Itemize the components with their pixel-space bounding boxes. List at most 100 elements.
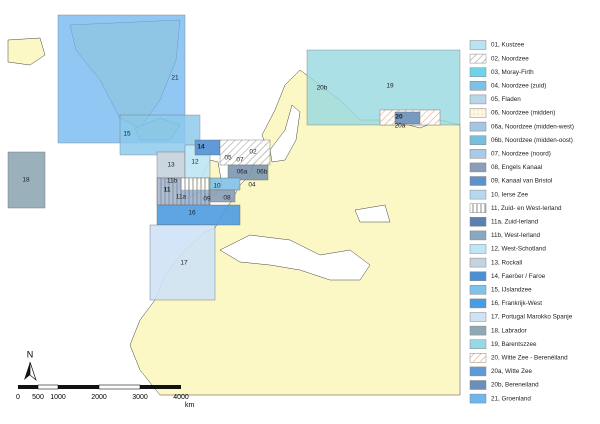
legend-swatch [469,312,487,322]
legend-label: 06, Noordzee (midden) [491,110,555,117]
zone-label: 07 [236,157,244,164]
zone-label: 20 [395,114,403,121]
legend-swatch [469,135,487,145]
zone-label: 04 [248,182,256,189]
zone-08 [209,189,236,203]
legend-swatch [469,217,487,227]
scale-label: 500 [32,394,44,401]
legend-swatch [469,176,487,186]
legend-swatch [469,285,487,295]
legend-label: 20b, Bereneiland [491,382,539,389]
legend-label: 03, Moray-Firth [491,69,534,76]
zones [7,14,461,301]
zone-label: 20b [317,85,328,92]
scale-segment [18,385,38,389]
legend-label: 20a, Witte Zee [491,368,532,375]
legend-label: 19, Barentszzee [491,341,537,348]
zone-11b [156,177,182,206]
zone-label: 18 [22,177,30,184]
legend-swatch [469,366,487,377]
legend-label: 05, Fladen [491,96,521,103]
legend-label: 10, Ierse Zee [491,191,529,198]
zone-label: 15 [123,131,131,138]
legend-swatch [469,94,487,105]
legend-label: 01, Kustzee [491,42,525,49]
scale-label: 1000 [50,394,66,401]
legend-swatch [469,162,487,173]
legend-label: 11b, West-Ierland [491,232,541,239]
north-arrow: N [24,349,37,382]
zone-06 [227,164,269,181]
zone-20a [394,111,421,125]
zone-label: 06a [237,169,248,176]
zone-label: 12 [191,159,199,166]
zone-label: 10 [213,183,221,190]
legend-label: 13, Rockall [491,259,522,266]
black-sea [354,204,391,223]
legend-swatch [469,339,487,349]
legend-swatch [469,121,487,132]
legend-swatch [469,353,487,363]
north-arrow-left [24,362,30,380]
scale-segment [140,385,181,389]
legend-swatch [469,203,487,213]
legend-swatch [469,380,487,390]
legend-label: 07, Noordzee (noord) [491,150,551,157]
zone-label: 14 [197,144,205,151]
zone-label: 21 [171,75,179,82]
legend-label: 15, IJslandzee [491,286,532,293]
legend: 01, Kustzee 02, Noordzee 03, Moray-Firth 04… [469,40,574,404]
zone-label: 11b [167,178,178,185]
zone-label: 17 [180,260,188,267]
legend-swatch [469,149,487,159]
mediterranean [219,234,371,281]
legend-swatch [469,257,487,268]
zone-label: 05 [224,155,232,162]
legend-label: 06a, Noordzee (midden-west) [491,123,574,130]
legend-swatch [469,393,487,404]
scale-segment [58,385,99,389]
legend-swatch [469,244,487,254]
legend-label: 12, West-Schotland [491,246,546,253]
legend-label: 11a, Zuid-Ierland [491,218,539,225]
legend-label: 04, Noordzee (zuid) [491,82,546,89]
zone-label: 13 [167,162,175,169]
scale-label: 0 [16,394,20,401]
zone-label: 09 [203,196,211,203]
zone-17 [149,224,216,301]
legend-swatch [469,325,487,336]
scale-segment [37,384,59,390]
scale-unit: km [185,402,195,409]
legend-swatch [469,81,487,91]
legend-swatch [469,298,487,309]
legend-label: 06b, Noordzee (midden-oost) [491,137,573,144]
north-label: N [27,349,34,359]
legend-swatch [469,40,487,50]
legend-label: 18, Labrador [491,327,527,334]
scale-segment [98,384,141,390]
scale-label: 4000 [173,394,189,401]
zone-label: 16 [188,210,196,217]
zone-label: 11 [164,187,171,194]
legend-label: 14, Faeröer / Faroe [491,273,546,280]
legend-label: 08, Engels Kanaal [491,164,542,171]
legend-label: 16, Frankrijk-West [491,300,542,307]
baltic-sea [269,104,301,163]
legend-label: 17, Portugal Marokko Spanje [491,314,573,321]
zone-label: 19 [386,83,394,90]
zone-13 [156,151,186,179]
legend-label: 09, Kanaal van Bristol [491,178,552,185]
zone-label: 11a [176,194,187,201]
zone-label: 20a [395,123,406,130]
zone-18 [7,151,46,209]
legend-swatch [469,67,487,77]
legend-swatch [469,189,487,200]
zone-02 [219,139,271,166]
legend-swatch [469,271,487,281]
legend-swatch [469,230,487,241]
legend-label: 02, Noordzee [491,55,529,62]
land [7,37,46,66]
